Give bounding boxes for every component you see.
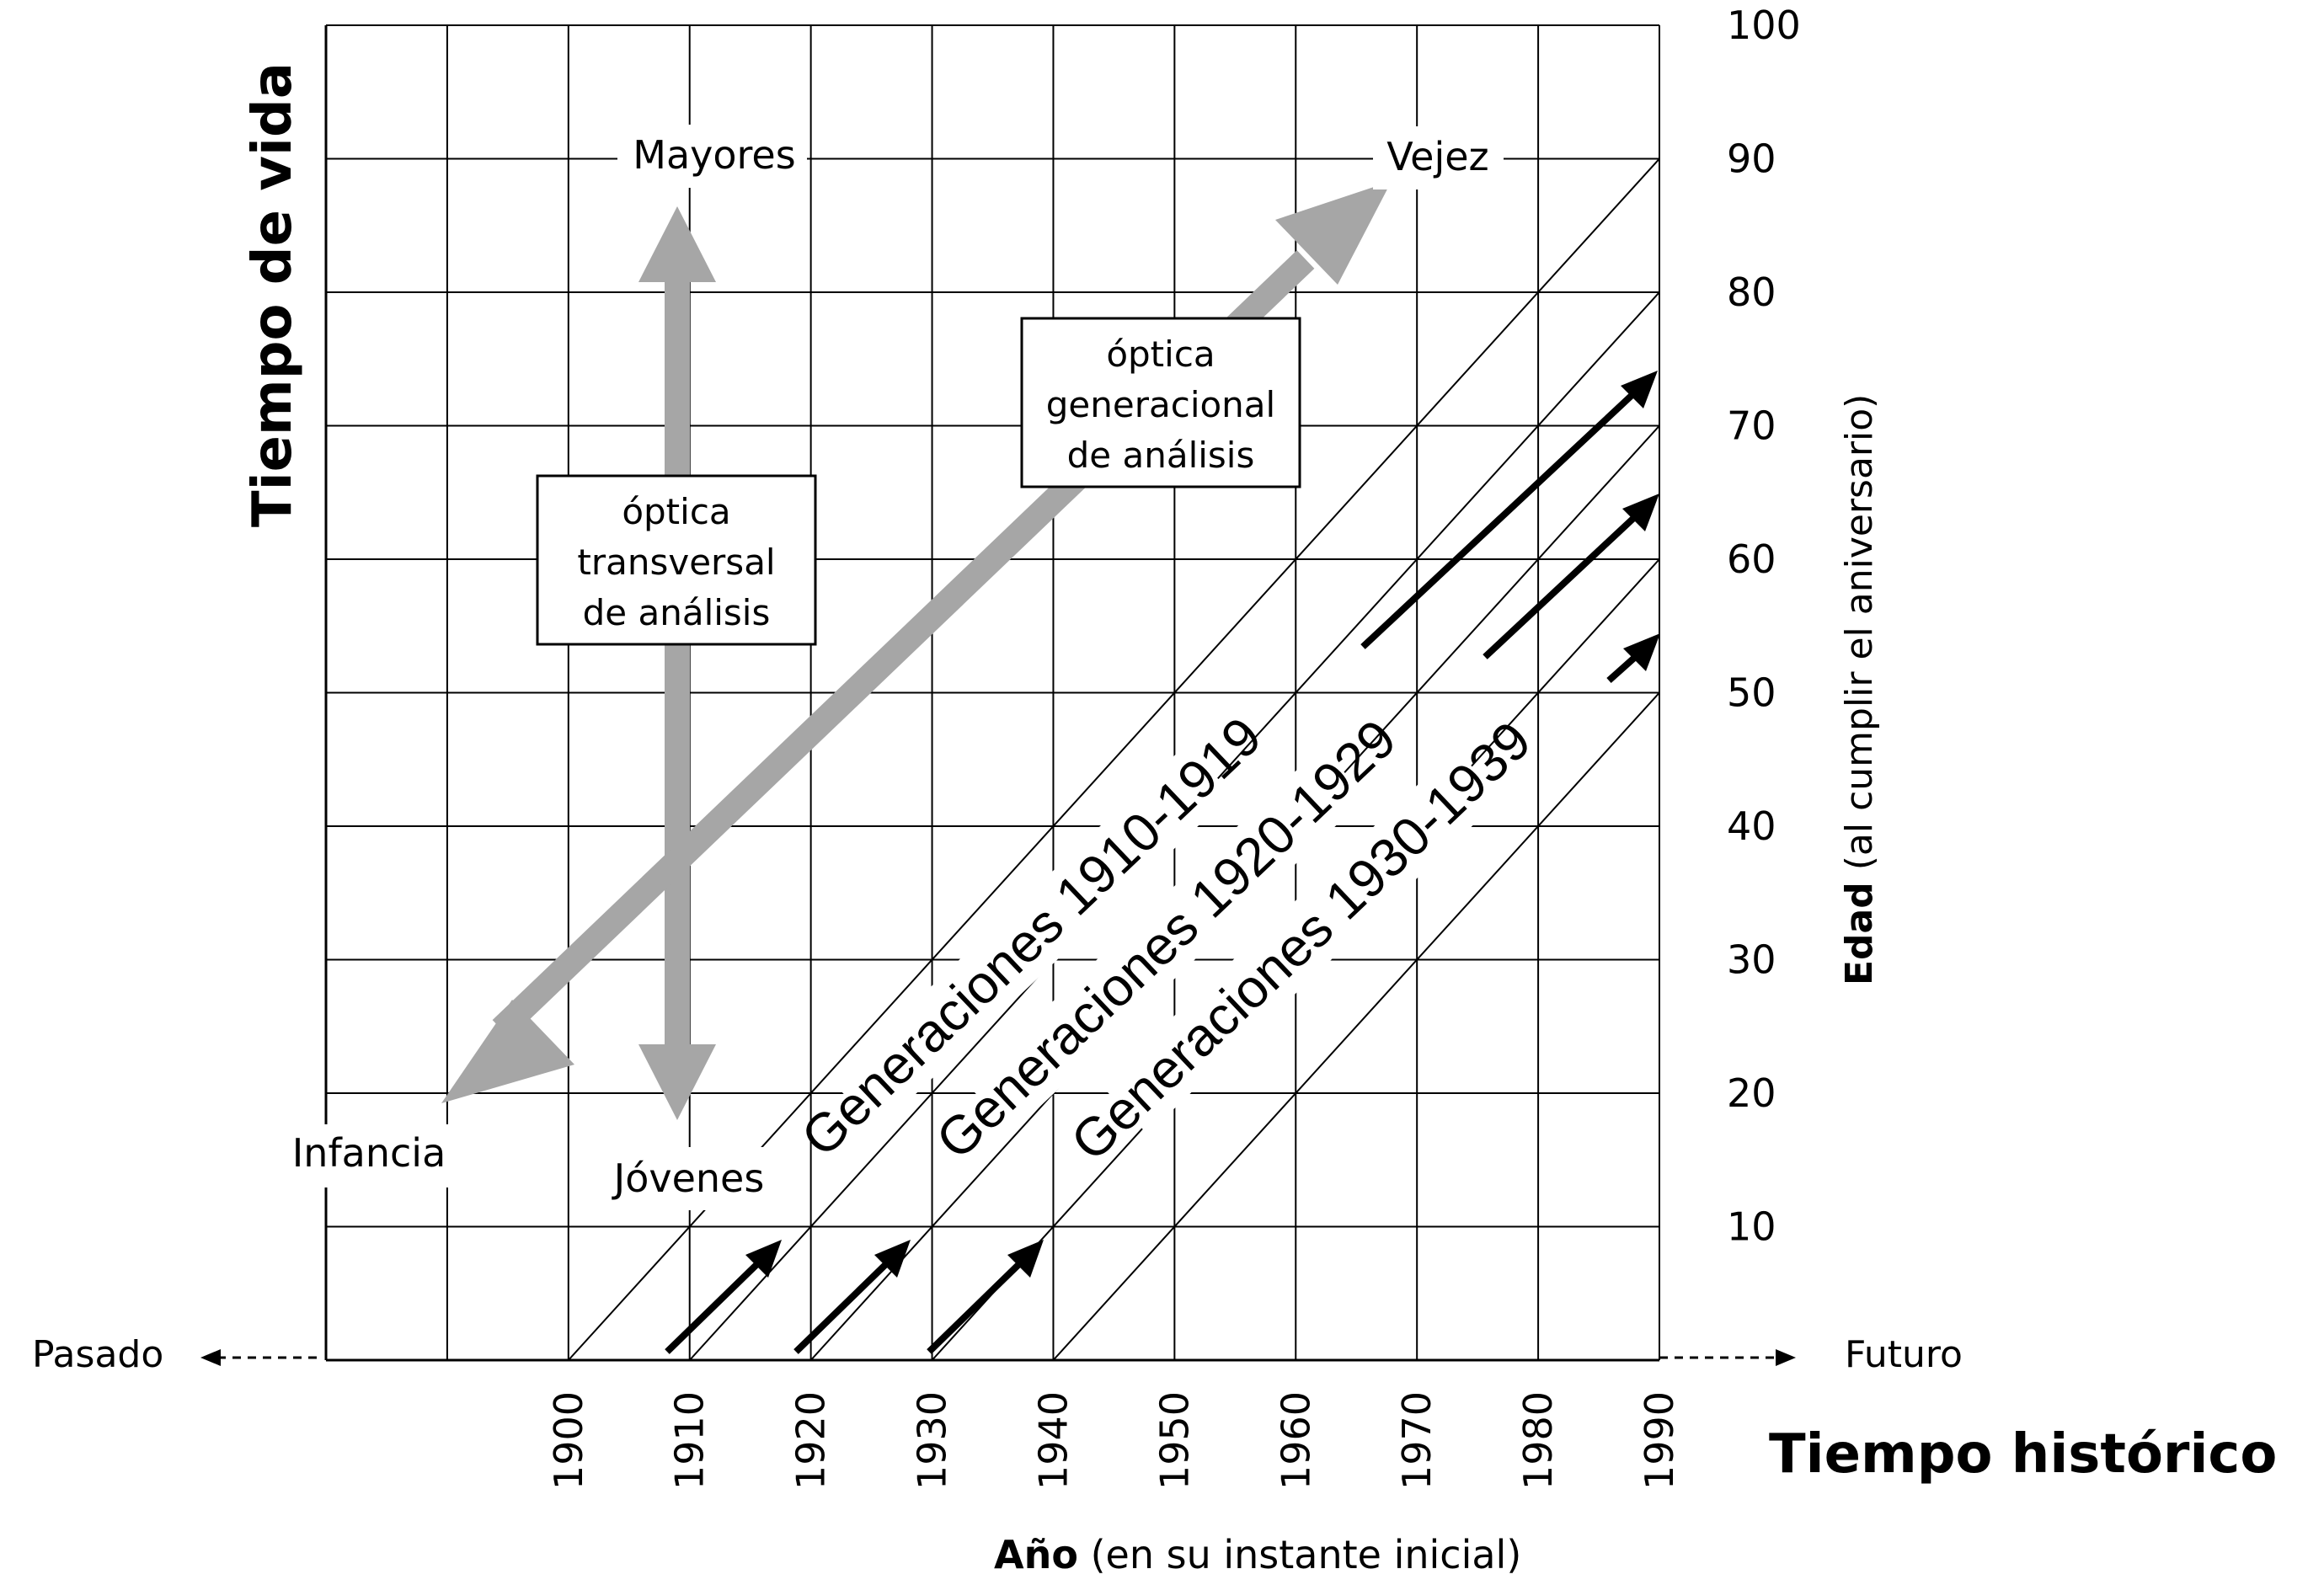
futuro-label: Futuro <box>1845 1333 1963 1376</box>
x-axis-label: Año (en su instante inicial) <box>994 1532 1521 1577</box>
y-tick-label: 70 <box>1727 403 1776 449</box>
pasado-dashed-arrow <box>200 1349 320 1366</box>
box-transversal-line2: transversal <box>577 542 775 583</box>
arrow-1910-young <box>665 1240 782 1354</box>
vertical-gray-arrow <box>638 206 716 1120</box>
box-generacional-line3: de análisis <box>1067 435 1255 476</box>
cohort-line <box>568 157 1659 1360</box>
mayores-label: Mayores <box>633 132 795 178</box>
y-tick-label: 100 <box>1727 3 1801 48</box>
x-tick-label: 1930 <box>910 1391 955 1490</box>
y-tick-label: 20 <box>1727 1070 1776 1116</box>
black-arrows <box>665 371 1660 1354</box>
box-generacional-line2: generacional <box>1046 384 1275 425</box>
x-axis-main-title: Tiempo histórico <box>1769 1423 2277 1486</box>
box-generacional-line1: óptica <box>1106 334 1215 375</box>
x-tick-label: 1900 <box>546 1391 591 1490</box>
box-optica-transversal: óptica transversal de análisis <box>536 474 817 646</box>
cohort-line <box>809 424 1659 1360</box>
arrow-1930-young <box>927 1240 1044 1354</box>
x-tick-label: 1990 <box>1637 1391 1682 1490</box>
vejez-label: Vejez <box>1386 134 1488 179</box>
y-axis-label: Edad (al cumplir el aniversario) <box>1838 394 1881 985</box>
x-tick-label: 1970 <box>1394 1391 1440 1490</box>
x-axis-label-bold: Año <box>994 1532 1078 1577</box>
x-tick-label: 1960 <box>1273 1391 1318 1490</box>
x-tick-labels: 1900 1910 1920 1930 1940 1950 1960 1970 1980 1990 <box>546 1391 1682 1490</box>
futuro-dashed-arrow <box>1659 1349 1796 1366</box>
infancia-bg <box>280 1124 457 1187</box>
box-transversal-line1: óptica <box>622 491 730 532</box>
x-axis-label-rest: (en su instante inicial) <box>1078 1532 1521 1577</box>
arrow-1930-old <box>1606 633 1660 683</box>
mayores-bg <box>617 125 807 188</box>
x-tick-label: 1910 <box>667 1391 713 1490</box>
box-transversal-line3: de análisis <box>583 592 771 633</box>
y-tick-label: 60 <box>1727 536 1776 582</box>
y-axis-main-title: Tiempo de vida <box>242 62 304 527</box>
y-tick-label: 30 <box>1727 937 1776 983</box>
y-axis-label-bold: Edad <box>1838 882 1881 985</box>
y-axis-label-rest: (al cumplir el aniversario) <box>1838 394 1881 883</box>
y-tick-label: 40 <box>1727 803 1776 849</box>
jovenes-bg <box>617 1147 799 1210</box>
x-tick-label: 1920 <box>788 1391 834 1490</box>
vejez-bg <box>1373 126 1504 189</box>
cohort-diagonals <box>568 157 1659 1360</box>
grid <box>324 24 1660 1362</box>
arrow-1920-old <box>1483 494 1659 659</box>
cohort-line <box>931 558 1659 1360</box>
arrow-1920-young <box>793 1240 911 1354</box>
pasado-label: Pasado <box>32 1333 163 1376</box>
cohort-line <box>688 291 1659 1360</box>
x-tick-label: 1950 <box>1151 1391 1197 1490</box>
y-tick-labels: 10 20 30 40 50 60 70 80 90 100 <box>1727 3 1801 1250</box>
y-tick-label: 80 <box>1727 270 1776 315</box>
y-tick-label: 10 <box>1727 1204 1776 1250</box>
box-optica-generacional: óptica generacional de análisis <box>1020 317 1301 488</box>
x-tick-label: 1980 <box>1515 1391 1561 1490</box>
infancia-label: Infancia <box>292 1130 446 1176</box>
arrow-1910-old <box>1360 371 1658 649</box>
y-tick-label: 90 <box>1727 136 1776 182</box>
jovenes-label: Jóvenes <box>612 1155 765 1201</box>
cohort-line <box>1052 691 1659 1360</box>
y-tick-label: 50 <box>1727 670 1776 716</box>
x-tick-label: 1940 <box>1030 1391 1076 1490</box>
